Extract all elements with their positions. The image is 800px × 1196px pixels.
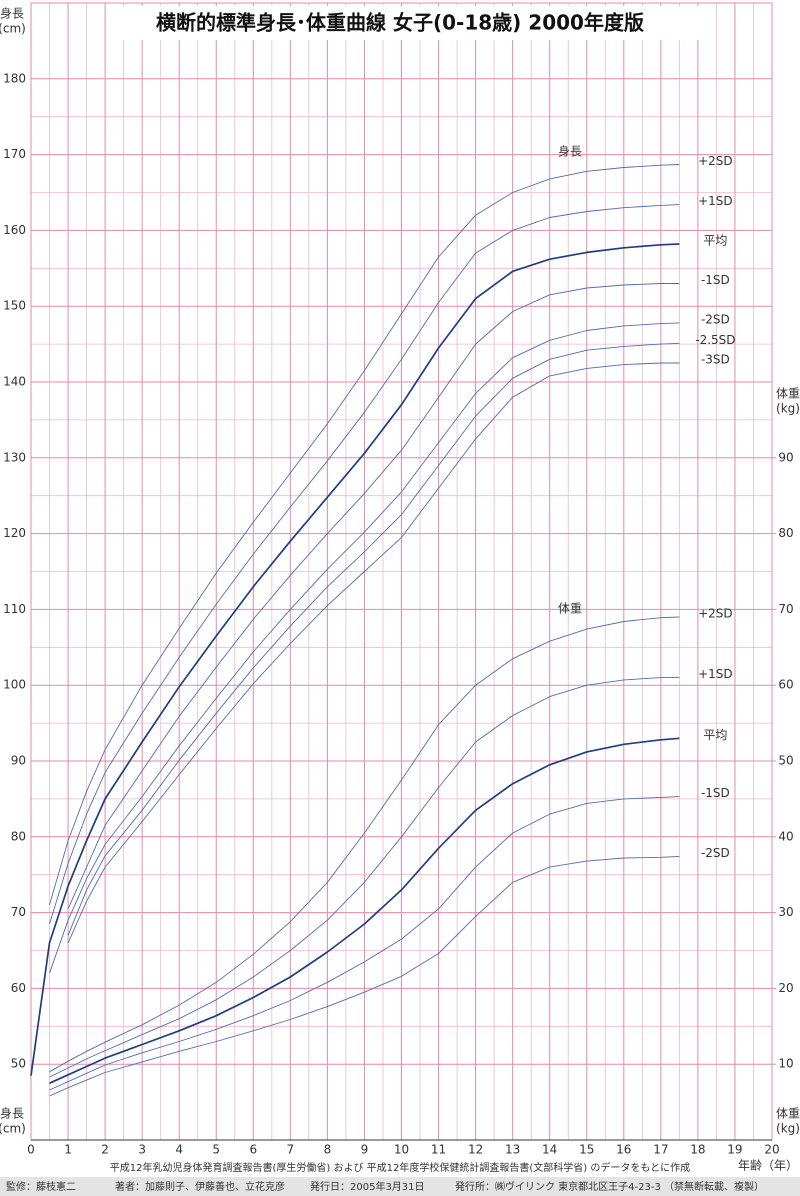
grid <box>30 2 773 1141</box>
curve <box>30 243 680 1076</box>
x-tick-label: 2 <box>101 1143 109 1157</box>
title-background <box>110 6 700 40</box>
curve-label: -1SD <box>701 273 730 287</box>
source-note: 平成12年乳幼児身体発育調査報告書(厚生労働省) および 平成12年度学校保健統… <box>110 1161 690 1174</box>
y2-label: 体重 <box>776 1107 800 1121</box>
y-tick-label: 70 <box>11 905 26 919</box>
curve-label: 平均 <box>703 234 727 248</box>
x-tick-label: 8 <box>324 1143 332 1157</box>
x-tick-label: 12 <box>468 1143 483 1157</box>
curve <box>67 362 680 944</box>
x-tick-label: 19 <box>727 1143 742 1157</box>
y-label: 身長 <box>0 1106 24 1121</box>
x-tick-label: 1 <box>64 1143 72 1157</box>
y-label-unit: (cm) <box>0 1122 26 1136</box>
x-tick-label: 9 <box>361 1143 369 1157</box>
y-tick-label: 60 <box>11 981 26 995</box>
x-tick-label: 5 <box>212 1143 220 1157</box>
y-tick-label: 50 <box>11 1057 26 1071</box>
x-tick-label: 7 <box>287 1143 295 1157</box>
curve-label: +1SD <box>698 667 733 681</box>
y-tick-label: 130 <box>3 450 26 464</box>
curve <box>67 342 680 936</box>
x-tick-label: 11 <box>431 1143 446 1157</box>
annotation: 身長 <box>558 144 582 159</box>
y2-tick-label: 70 <box>778 602 793 616</box>
x-tick-label: 16 <box>616 1143 631 1157</box>
curve-label: +1SD <box>698 194 733 208</box>
curve <box>49 616 680 1073</box>
y-label: 身長 <box>0 6 24 21</box>
x-tick-label: 20 <box>764 1143 779 1157</box>
annotation: 体重 <box>558 602 582 616</box>
x-tick-label: 4 <box>175 1143 183 1157</box>
x-tick-label: 14 <box>542 1143 557 1157</box>
y2-tick-label: 20 <box>778 981 793 995</box>
curve <box>67 283 680 909</box>
chart-title: 横断的標準身長･体重曲線 女子(0-18歳) 2000年度版 <box>156 11 644 35</box>
y-tick-label: 180 <box>3 71 26 85</box>
curve-label: -2.5SD <box>695 333 735 347</box>
curve-label: +2SD <box>698 154 733 168</box>
footer-text: 発行日：2005年3月31日 <box>310 1180 425 1193</box>
y2-tick-label: 80 <box>778 526 793 540</box>
x-tick-label: 3 <box>138 1143 146 1157</box>
y2-label-unit: (kg) <box>776 402 800 416</box>
y-tick-label: 170 <box>3 147 26 161</box>
y-tick-label: 120 <box>3 526 26 540</box>
curve <box>49 856 680 1097</box>
y2-tick-label: 30 <box>778 905 793 919</box>
curve <box>49 164 680 906</box>
x-tick-label: 6 <box>249 1143 257 1157</box>
y2-label: 体重 <box>776 387 800 401</box>
curve <box>49 322 680 974</box>
y2-tick-label: 50 <box>778 754 793 768</box>
x-tick-label: 18 <box>690 1143 705 1157</box>
y-tick-label: 100 <box>3 678 26 692</box>
x-label: 年齢（年） <box>738 1158 798 1173</box>
curve-label: -1SD <box>701 786 730 800</box>
x-tick-label: 13 <box>505 1143 520 1157</box>
x-tick-label: 17 <box>653 1143 668 1157</box>
y-tick-label: 90 <box>11 754 26 768</box>
curve <box>49 677 680 1078</box>
curve-label: 平均 <box>703 728 727 742</box>
y-tick-label: 160 <box>3 223 26 237</box>
x-tick-label: 10 <box>394 1143 409 1157</box>
x-tick-label: 15 <box>579 1143 594 1157</box>
y2-tick-label: 60 <box>778 678 793 692</box>
y2-tick-label: 90 <box>778 450 793 464</box>
y-tick-label: 110 <box>3 602 26 616</box>
y-label-unit: (cm) <box>0 22 26 36</box>
curve-label: -3SD <box>701 353 730 367</box>
x-tick-label: 0 <box>27 1143 35 1157</box>
curve-label: +2SD <box>698 606 733 620</box>
curve-label: -2SD <box>701 312 730 326</box>
curve <box>49 796 680 1091</box>
y-tick-label: 140 <box>3 375 26 389</box>
footer-bar <box>0 1177 800 1196</box>
footer-text: 著者：加藤則子、伊藤善也、立花克彦 <box>115 1180 285 1193</box>
curve <box>49 204 680 925</box>
footer-text: 監修：藤枝憲二 <box>6 1180 76 1193</box>
curve <box>49 737 680 1084</box>
footer-text: 発行所：㈱ヴイリンク 東京都北区王子4-23-3 （禁無断転載、複製） <box>455 1180 764 1193</box>
y2-label-unit: (kg) <box>776 1122 800 1136</box>
y2-tick-label: 40 <box>778 829 793 843</box>
y2-tick-label: 10 <box>778 1057 793 1071</box>
curve-label: -2SD <box>701 846 730 860</box>
y-tick-label: 150 <box>3 299 26 313</box>
y-tick-label: 80 <box>11 829 26 843</box>
